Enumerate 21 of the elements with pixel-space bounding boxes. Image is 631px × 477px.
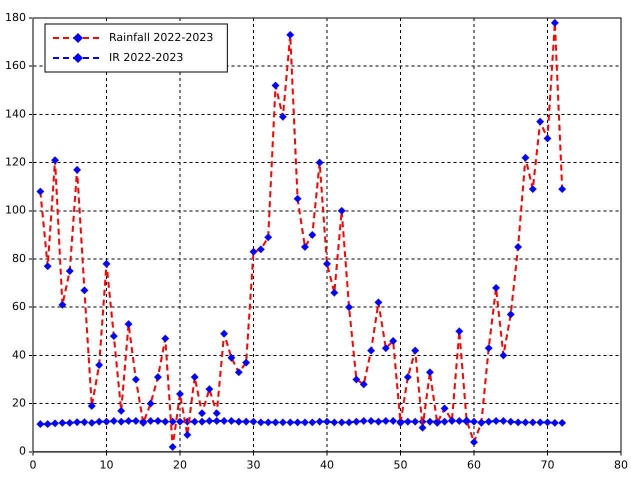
y-tick-label: 180	[4, 10, 26, 24]
legend-label: IR 2022-2023	[108, 50, 184, 64]
x-tick-label: 20	[172, 458, 187, 472]
y-tick-label: 80	[12, 252, 26, 265]
x-tick-label: 40	[320, 458, 334, 472]
y-tick-label: 140	[4, 107, 26, 120]
x-tick-label: 70	[540, 458, 554, 472]
y-tick-label: 40	[12, 348, 26, 362]
y-tick-label: 60	[12, 300, 26, 314]
legend-label: Rainfall 2022-2023	[108, 30, 214, 44]
y-tick-label: 160	[4, 59, 26, 72]
y-tick-label: 0	[18, 444, 26, 458]
x-tick-label: 80	[614, 458, 628, 472]
x-tick-label: 0	[29, 458, 36, 472]
x-tick-label: 50	[394, 458, 408, 472]
y-tick-label: 100	[4, 204, 26, 217]
x-tick-label: 60	[467, 458, 481, 472]
x-tick-label: 30	[246, 458, 260, 472]
y-tick-label: 20	[12, 396, 26, 410]
x-tick-label: 10	[99, 458, 114, 472]
y-tick-label: 120	[4, 155, 26, 168]
